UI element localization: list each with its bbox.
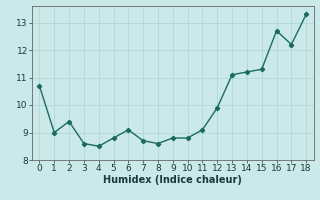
X-axis label: Humidex (Indice chaleur): Humidex (Indice chaleur) [103,175,242,185]
